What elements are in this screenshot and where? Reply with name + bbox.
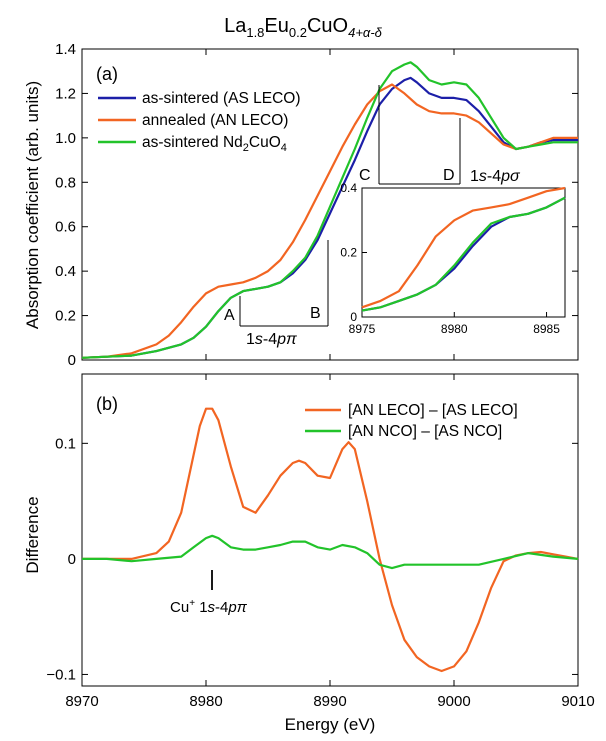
bracket-1s-4ppi	[239, 240, 329, 327]
panel-b-ylabel: Difference	[23, 496, 42, 573]
panel-b-xtick-label: 8990	[313, 693, 346, 710]
legend-label-as-leco: as-sintered (AS LECO)	[142, 90, 301, 107]
panel-a-series-line-1	[81, 83, 578, 359]
panel-b: −0.1 0 0.1 8970 8980 8990 9000 9010 (b) Differe…	[23, 373, 595, 734]
inset-ytick-label: 0.2	[340, 246, 357, 260]
panel-a-ytick-label: 0.4	[55, 263, 76, 280]
panel-b-ytick-label: −0.1	[46, 666, 76, 683]
annotation-1s-4psig: 1s-4pσ	[470, 168, 521, 185]
panel-a-ytick-label: 0.8	[55, 174, 76, 191]
panel-a-inset: 0 0.2 0.4 8975 8980 8985	[340, 181, 566, 336]
panel-b-ticks: −0.1 0 0.1 8970 8980 8990 9000 9010	[46, 374, 595, 710]
legend-label-an-as-nco: [AN NCO] – [AS NCO]	[348, 423, 502, 440]
panel-b-xtick-label: 9010	[561, 693, 594, 710]
legend-label-an-leco: annealed (AN LECO)	[142, 112, 288, 129]
panel-b-ytick-label: 0	[68, 551, 76, 568]
panel-b-legend: [AN LECO] – [AS LECO] [AN NCO] – [AS NCO…	[305, 402, 518, 440]
inset-series-line-1	[361, 186, 566, 309]
panel-b-frame	[81, 373, 579, 687]
inset-ytick-label: 0	[350, 310, 357, 324]
panel-a-ytick-label: 0.2	[55, 308, 76, 325]
panel-a-series-line-2	[81, 61, 578, 359]
inset-series-line-2	[361, 196, 566, 312]
inset-ticks: 0 0.2 0.4 8975 8980 8985	[340, 181, 560, 336]
panel-a-label: (a)	[96, 64, 118, 84]
panel-a-ylabel: Absorption coefficient (arb. units)	[23, 81, 42, 329]
panel-a-series	[81, 61, 578, 359]
inset-xtick-label: 8980	[441, 322, 468, 336]
inset-xtick-label: 8975	[349, 322, 376, 336]
panel-b-ytick-label: 0.1	[55, 435, 76, 452]
inset-series	[361, 186, 566, 312]
panel-a-ytick-label: 0.6	[55, 219, 76, 236]
annotation-cu-plus: Cu+ 1s-4pπ	[170, 598, 248, 616]
panel-b-xtick-label: 9000	[437, 693, 470, 710]
panel-a-legend: as-sintered (AS LECO) annealed (AN LECO)…	[98, 90, 301, 154]
legend-label-nd2cuo4: as-sintered Nd2CuO4	[142, 134, 287, 154]
annotation-B: B	[310, 305, 321, 322]
panel-a-ticks: 0 0.2 0.4 0.6 0.8 1.0 1.2 1.4	[55, 41, 579, 369]
legend-label-an-as-leco: [AN LECO] – [AS LECO]	[348, 402, 518, 419]
inset-ytick-label: 0.4	[340, 181, 357, 195]
inset-xtick-label: 8985	[533, 322, 560, 336]
panel-a-ytick-label: 1.0	[55, 130, 76, 147]
panel-b-series-line-1	[82, 534, 579, 570]
annotation-C: C	[359, 167, 371, 184]
panel-a-ytick-label: 1.2	[55, 85, 76, 102]
panel-a: 0 0.2 0.4 0.6 0.8 1.0 1.2 1.4 (a) Absorption co…	[23, 41, 579, 369]
panel-b-label: (b)	[96, 394, 118, 414]
annotation-D: D	[443, 167, 455, 184]
annotation-1s-4ppi: 1s-4pπ	[246, 331, 297, 348]
panel-b-series	[82, 407, 579, 673]
panel-b-xtick-label: 8970	[65, 693, 98, 710]
panel-a-ytick-label: 0	[68, 352, 76, 369]
bracket-1s-4psig	[378, 85, 461, 185]
panel-b-xtick-label: 8980	[189, 693, 222, 710]
panel-b-xlabel: Energy (eV)	[285, 715, 376, 734]
figure-title: La1.8Eu0.2CuO4+α-δ	[224, 15, 383, 40]
panel-a-ytick-label: 1.4	[55, 41, 76, 58]
annotation-A: A	[224, 307, 235, 324]
panel-b-series-line-0	[82, 407, 579, 673]
